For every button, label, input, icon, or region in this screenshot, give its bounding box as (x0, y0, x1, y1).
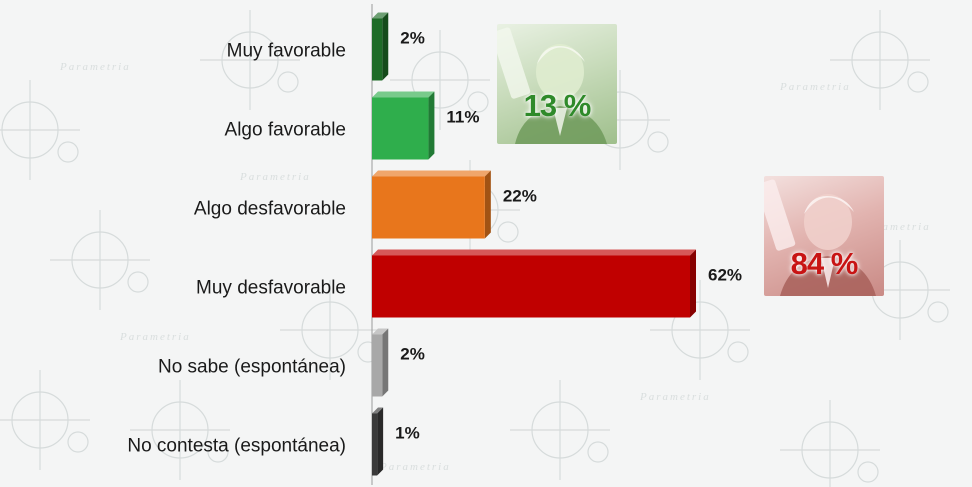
bar-2 (372, 91, 435, 160)
bar-value-label: 2% (400, 29, 425, 48)
bar-front-face (372, 334, 383, 397)
category-label: No sabe (espontánea) (158, 357, 346, 378)
bar-front-face (372, 413, 378, 476)
unfavorable-portrait-callout: 84 % (764, 176, 884, 296)
watermark-text: Parametria (59, 61, 131, 73)
bar-side-face (382, 12, 389, 81)
bar-4 (372, 249, 696, 318)
category-label: Muy desfavorable (196, 278, 346, 299)
watermark-text: Parametria (639, 391, 711, 403)
bar-5 (372, 328, 389, 397)
bar-value-label: 11% (446, 108, 479, 127)
bar-value-label: 22% (503, 187, 537, 206)
category-label: Algo favorable (225, 120, 346, 141)
bar-3 (372, 170, 491, 239)
bar-6 (372, 407, 384, 476)
watermark-text: Parametria (239, 171, 311, 183)
bar-side-face (484, 170, 491, 239)
category-label: No contesta (espontánea) (127, 436, 346, 457)
bar-side-face (382, 328, 389, 397)
bar-top-face (372, 12, 389, 19)
favorable-total-value: 13 % (523, 88, 592, 123)
bar-value-label: 1% (395, 424, 420, 443)
bar-front-face (372, 18, 383, 81)
bar-front-face (372, 255, 690, 318)
bar-top-face (372, 249, 696, 256)
bar-value-label: 62% (708, 266, 742, 285)
bar-value-label: 2% (400, 345, 425, 364)
category-label: Algo desfavorable (194, 199, 346, 220)
watermark-text: Parametria (379, 461, 451, 473)
watermark-text: Parametria (779, 81, 851, 93)
category-label: Muy favorable (227, 41, 346, 62)
bar-top-face (372, 407, 384, 414)
bar-side-face (428, 91, 435, 160)
bar-1 (372, 12, 389, 81)
bar-top-face (372, 91, 435, 98)
bar-front-face (372, 97, 429, 160)
bar-front-face (372, 176, 485, 239)
favorable-portrait-callout: 13 % (497, 24, 617, 144)
portrait-photo-icon (497, 27, 607, 144)
bar-side-face (377, 407, 384, 476)
bar-top-face (372, 170, 491, 177)
portrait-photo-icon (764, 179, 876, 296)
watermark-text: Parametria (119, 331, 191, 343)
unfavorable-total-value: 84 % (790, 246, 859, 281)
bar-top-face (372, 328, 389, 335)
bar-side-face (690, 249, 696, 318)
